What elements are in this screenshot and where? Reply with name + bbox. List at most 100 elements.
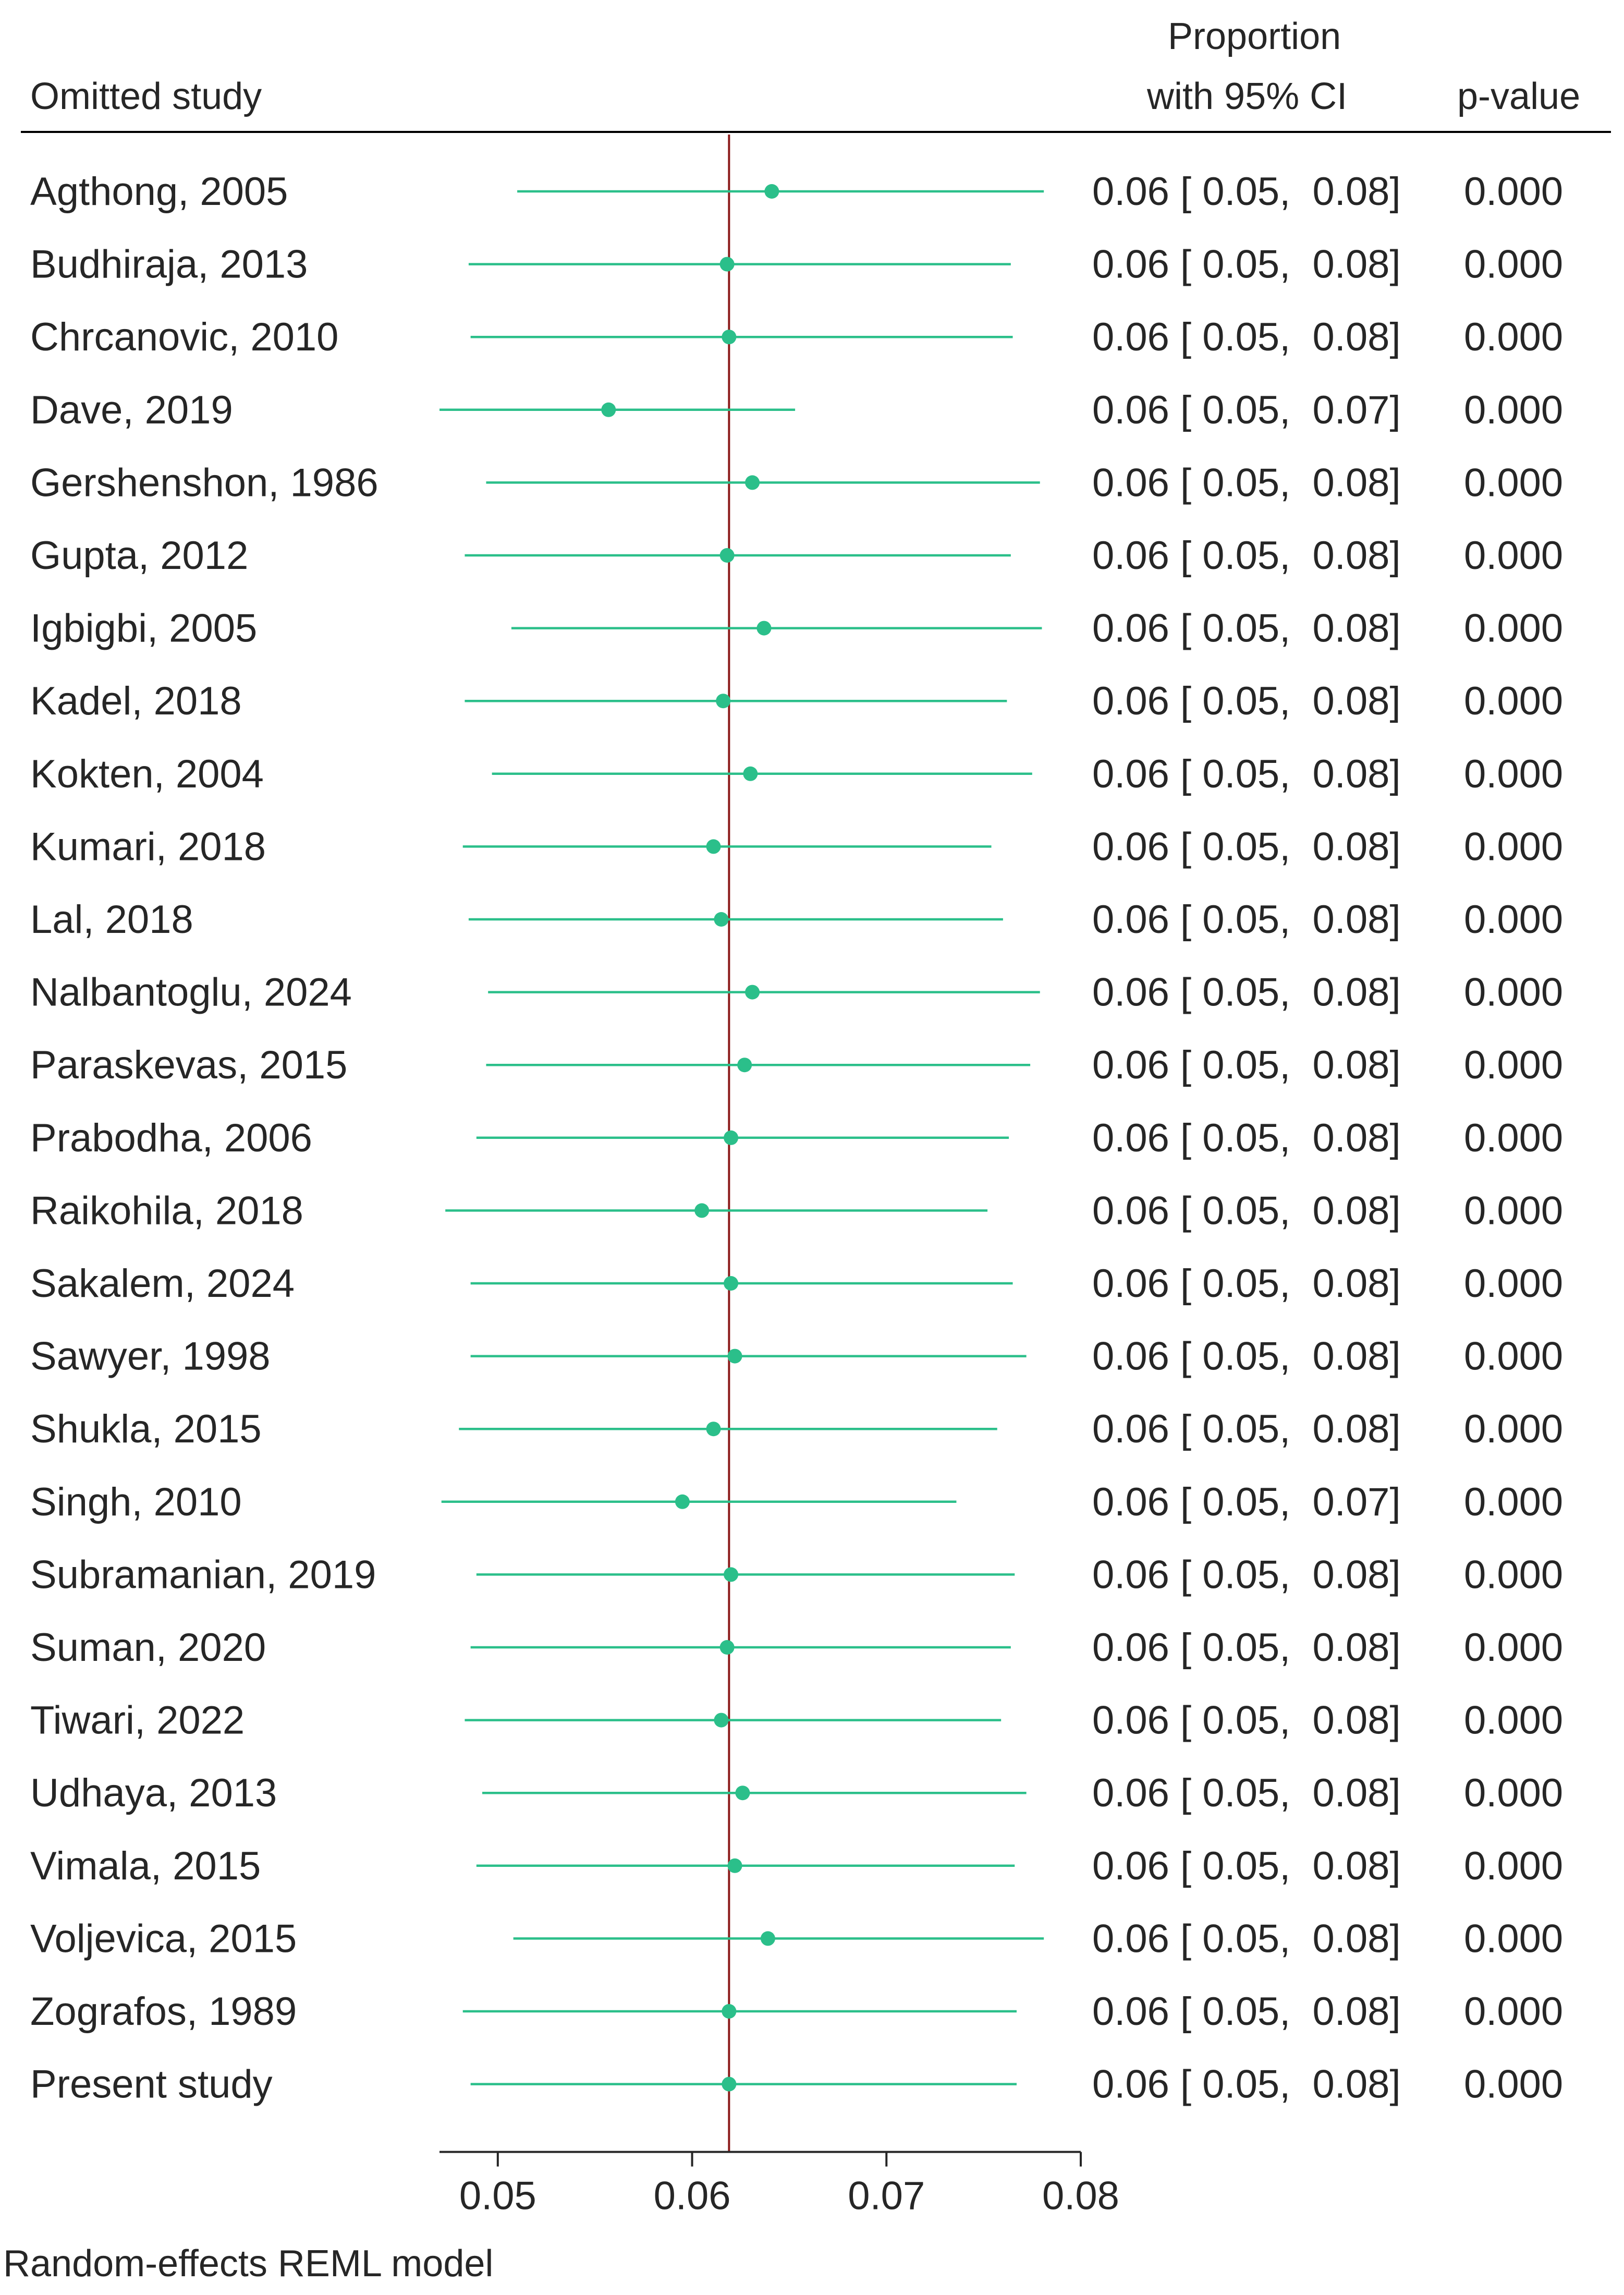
study-label: Gershenshon, 1986 bbox=[30, 460, 378, 505]
ci-text: 0.06 [ 0.05, 0.08] bbox=[1092, 460, 1401, 505]
study-label: Singh, 2010 bbox=[30, 1480, 242, 1524]
p-value: 0.000 bbox=[1464, 1844, 1563, 1888]
ci-text: 0.06 [ 0.05, 0.08] bbox=[1092, 897, 1401, 942]
p-value: 0.000 bbox=[1464, 1334, 1563, 1379]
ci-text: 0.06 [ 0.05, 0.08] bbox=[1092, 242, 1401, 287]
point-estimate bbox=[719, 1640, 735, 1655]
ci-text: 0.06 [ 0.05, 0.08] bbox=[1092, 1916, 1401, 1961]
model-note: Random-effects REML model bbox=[3, 2243, 494, 2285]
study-label: Shukla, 2015 bbox=[30, 1407, 262, 1451]
study-label: Budhiraja, 2013 bbox=[30, 242, 308, 287]
ci-text: 0.06 [ 0.05, 0.08] bbox=[1092, 1407, 1401, 1451]
point-estimate bbox=[675, 1494, 690, 1509]
x-tick-label: 0.06 bbox=[654, 2174, 731, 2218]
point-estimate bbox=[722, 330, 737, 345]
point-estimate bbox=[716, 694, 731, 709]
p-value: 0.000 bbox=[1464, 242, 1563, 287]
study-label: Sakalem, 2024 bbox=[30, 1261, 295, 1306]
study-label: Lal, 2018 bbox=[30, 897, 193, 942]
ci-text: 0.06 [ 0.05, 0.08] bbox=[1092, 606, 1401, 651]
point-estimate bbox=[714, 912, 729, 927]
x-tick-label: 0.08 bbox=[1042, 2174, 1119, 2218]
study-label: Sawyer, 1998 bbox=[30, 1334, 271, 1379]
x-tick-label: 0.05 bbox=[459, 2174, 536, 2218]
study-label: Udhaya, 2013 bbox=[30, 1771, 277, 1815]
study-label: Voljevica, 2015 bbox=[30, 1916, 297, 1961]
study-label: Paraskevas, 2015 bbox=[30, 1043, 347, 1087]
ci-text: 0.06 [ 0.05, 0.08] bbox=[1092, 1116, 1401, 1160]
p-value: 0.000 bbox=[1464, 388, 1563, 432]
p-value: 0.000 bbox=[1464, 1116, 1563, 1160]
ci-text: 0.06 [ 0.05, 0.08] bbox=[1092, 1261, 1401, 1306]
study-label: Kokten, 2004 bbox=[30, 752, 264, 796]
point-estimate bbox=[737, 1058, 752, 1073]
p-value: 0.000 bbox=[1464, 679, 1563, 723]
ci-text: 0.06 [ 0.05, 0.08] bbox=[1092, 752, 1401, 796]
point-estimate bbox=[724, 1276, 739, 1291]
p-value: 0.000 bbox=[1464, 824, 1563, 869]
point-estimate bbox=[745, 475, 760, 490]
p-value: 0.000 bbox=[1464, 2062, 1563, 2107]
ci-text: 0.06 [ 0.05, 0.08] bbox=[1092, 533, 1401, 578]
ci-text: 0.06 [ 0.05, 0.08] bbox=[1092, 1844, 1401, 1888]
header-rule bbox=[21, 131, 1611, 133]
ci-text: 0.06 [ 0.05, 0.08] bbox=[1092, 970, 1401, 1015]
p-value: 0.000 bbox=[1464, 533, 1563, 578]
point-estimate bbox=[719, 548, 735, 563]
header-effect-line1: Proportion bbox=[1168, 16, 1341, 57]
point-estimate bbox=[714, 1713, 729, 1728]
p-value: 0.000 bbox=[1464, 970, 1563, 1015]
p-value: 0.000 bbox=[1464, 1625, 1563, 1670]
p-value: 0.000 bbox=[1464, 1989, 1563, 2034]
point-estimate bbox=[743, 766, 758, 781]
study-label: Tiwari, 2022 bbox=[30, 1698, 245, 1743]
point-estimate bbox=[756, 621, 772, 636]
point-estimate bbox=[722, 2077, 737, 2092]
point-estimate bbox=[760, 1931, 775, 1946]
point-estimate bbox=[601, 402, 616, 417]
header-p-value: p-value bbox=[1457, 76, 1581, 117]
x-tick-label: 0.07 bbox=[848, 2174, 925, 2218]
study-label: Kadel, 2018 bbox=[30, 679, 242, 723]
ci-text: 0.06 [ 0.05, 0.08] bbox=[1092, 1625, 1401, 1670]
ci-text: 0.06 [ 0.05, 0.08] bbox=[1092, 679, 1401, 723]
point-estimate bbox=[727, 1858, 742, 1873]
p-value: 0.000 bbox=[1464, 169, 1563, 214]
ci-text: 0.06 [ 0.05, 0.08] bbox=[1092, 169, 1401, 214]
p-value: 0.000 bbox=[1464, 315, 1563, 359]
ci-text: 0.06 [ 0.05, 0.08] bbox=[1092, 1043, 1401, 1087]
point-estimate bbox=[724, 1130, 739, 1145]
study-label: Suman, 2020 bbox=[30, 1625, 266, 1670]
p-value: 0.000 bbox=[1464, 1916, 1563, 1961]
p-value: 0.000 bbox=[1464, 606, 1563, 651]
ci-text: 0.06 [ 0.05, 0.08] bbox=[1092, 1698, 1401, 1743]
ci-text: 0.06 [ 0.05, 0.07] bbox=[1092, 388, 1401, 432]
study-label: Gupta, 2012 bbox=[30, 533, 248, 578]
point-estimate bbox=[745, 985, 760, 1000]
study-label: Subramanian, 2019 bbox=[30, 1552, 376, 1597]
study-label: Raikohila, 2018 bbox=[30, 1188, 303, 1233]
ci-text: 0.06 [ 0.05, 0.08] bbox=[1092, 315, 1401, 359]
header-omitted-study: Omitted study bbox=[30, 76, 262, 117]
p-value: 0.000 bbox=[1464, 1407, 1563, 1451]
ci-text: 0.06 [ 0.05, 0.08] bbox=[1092, 1989, 1401, 2034]
point-estimate bbox=[727, 1349, 742, 1364]
p-value: 0.000 bbox=[1464, 897, 1563, 942]
study-label: Dave, 2019 bbox=[30, 388, 233, 432]
point-estimate bbox=[694, 1203, 710, 1218]
p-value: 0.000 bbox=[1464, 1552, 1563, 1597]
point-estimate bbox=[706, 839, 721, 854]
point-estimate bbox=[706, 1422, 721, 1437]
study-label: Kumari, 2018 bbox=[30, 824, 266, 869]
ci-text: 0.06 [ 0.05, 0.07] bbox=[1092, 1480, 1401, 1524]
point-estimate bbox=[719, 257, 735, 272]
header-effect-line2: with 95% CI bbox=[1147, 76, 1348, 117]
point-estimate bbox=[735, 1786, 750, 1801]
p-value: 0.000 bbox=[1464, 1043, 1563, 1087]
point-estimate bbox=[764, 184, 779, 199]
ci-text: 0.06 [ 0.05, 0.08] bbox=[1092, 1188, 1401, 1233]
study-label: Present study bbox=[30, 2062, 273, 2107]
p-value: 0.000 bbox=[1464, 1480, 1563, 1524]
p-value: 0.000 bbox=[1464, 1698, 1563, 1743]
